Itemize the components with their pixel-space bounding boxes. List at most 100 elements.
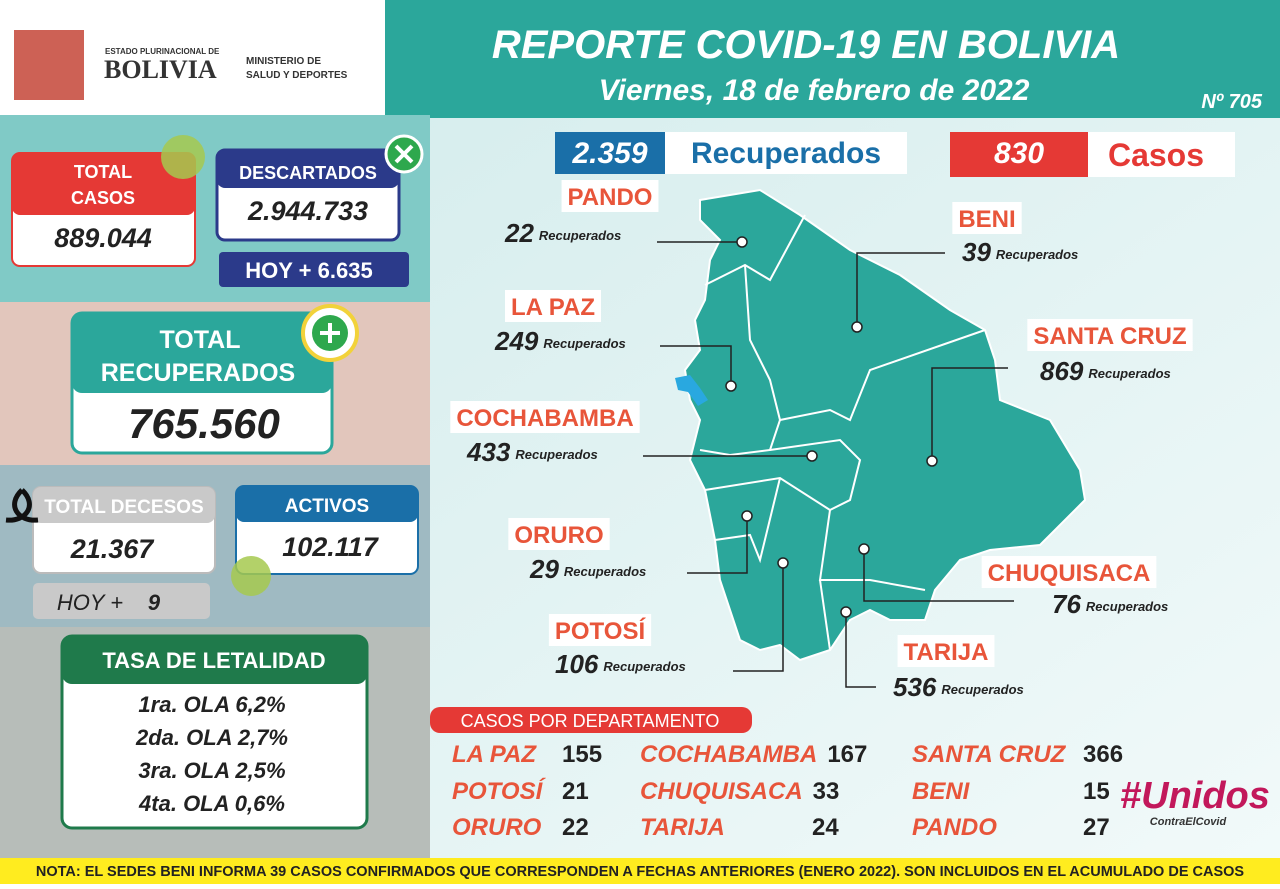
department-recovered: 22 [504,218,534,248]
leader [733,563,784,672]
recovered-label: Recuperados [1086,599,1168,614]
leader [845,612,876,688]
department-box [450,401,640,433]
campaign-sub: ContraElCovid [1150,816,1227,828]
department-dot [851,321,863,333]
case-department: PANDO [912,814,997,841]
department-recovered: 869 [1040,356,1084,386]
value: 889.044 [54,223,152,253]
virus-icon [161,135,205,179]
x-icon [394,144,414,164]
case-value: 15 [1083,778,1110,805]
department-dot [858,543,870,555]
ministry: SALUD Y DEPORTES [246,70,348,81]
card-head [217,150,399,188]
case-value: 27 [1083,814,1110,841]
case-value: 33 [813,778,840,805]
department-name: TARIJA [904,639,989,666]
border [819,579,831,651]
case-department: BENI [912,778,971,805]
value: 102.117 [282,532,380,562]
case-value: 366 [1083,741,1123,768]
cases-title: CASOS POR DEPARTAMENTO [461,711,720,731]
card-head [12,153,195,215]
department-box [981,556,1157,588]
department-name: POTOSÍ [555,617,647,645]
recovered-label: Recuperados [996,247,1078,262]
department-dot [806,450,818,462]
card-head [62,636,367,684]
value: 21.367 [70,534,156,564]
recovered-label: Recuperados [539,228,621,243]
card-head [33,487,215,523]
department-name: COCHABAMBA [456,405,633,432]
lethality-row: 3ra. OLA 2,5% [138,758,285,783]
ministry: MINISTERIO DE [246,56,321,67]
case-department: SANTA CRUZ [912,741,1067,768]
department-name: ORURO [514,522,603,549]
department-recovered: 76 [1052,589,1081,619]
date: Viernes, 18 de febrero de 2022 [599,74,1030,107]
department-dot [725,380,737,392]
value: 765.560 [128,400,280,447]
department-dot [840,606,852,618]
department-recovered: 249 [494,326,539,356]
leader [863,549,1014,602]
lake [675,375,708,406]
border [769,438,862,511]
case-value: 167 [827,741,867,768]
note-bar [0,858,1280,884]
department-box [561,180,659,212]
card-head [236,486,418,522]
header-band [385,0,1280,118]
department-box [952,202,1022,234]
map [675,188,1087,662]
case-department: TARIJA [640,814,725,841]
case-department: POTOSÍ [452,777,547,805]
label: ACTIVOS [285,496,369,517]
lethality-row: 1ra. OLA 6,2% [138,692,285,717]
label: DESCARTADOS [239,163,377,183]
daily-box [950,132,1088,177]
case-value: 24 [812,814,839,841]
lethality-row: 4ta. OLA 0,6% [138,791,285,816]
today-box [219,252,409,287]
department-recovered: 433 [466,437,511,467]
label: TOTAL [74,162,132,182]
department-labels: PANDO 22 Recuperados BENI 39 Recuperados LA PA… [450,180,1193,702]
border [704,476,926,591]
department-recovered: 106 [555,649,599,679]
recovered-label: Recuperados [1088,366,1170,381]
title: REPORTE COVID-19 EN BOLIVIA [492,23,1120,67]
note: NOTA: EL SEDES BENI INFORMA 39 CASOS CON… [36,864,1245,880]
case-department: COCHABAMBA [640,741,817,768]
lethality-row: 2da. OLA 2,7% [135,725,288,750]
label: RECUPERADOS [101,359,295,387]
plus-icon [320,323,340,343]
department-name: PANDO [568,184,653,211]
department-box [508,518,610,550]
card-head [72,313,332,393]
today-label: HOY + [57,590,123,615]
department-recovered: 39 [962,237,991,267]
department-dot [741,510,753,522]
today: HOY + 6.635 [245,258,372,283]
cases-head [430,707,752,733]
virus-icon [231,556,271,596]
leader [856,252,945,327]
mourning-ribbon [5,488,39,523]
department-box [897,635,995,667]
border [779,329,986,422]
cases-list: LA PAZ 155 COCHABAMBA 167 SANTA CRUZ 366 POTOS… [452,741,1123,841]
campaign-tag: #Unidos [1120,775,1270,817]
case-department: LA PAZ [452,741,537,768]
logo-small: ESTADO PLURINACIONAL DE [105,47,220,56]
recovered-label: Recuperados [564,564,646,579]
leader [687,516,748,574]
leader [660,345,732,386]
label: TASA DE LETALIDAD [102,648,325,673]
recovered-label: Recuperados [515,447,597,462]
leaders [643,241,1014,688]
